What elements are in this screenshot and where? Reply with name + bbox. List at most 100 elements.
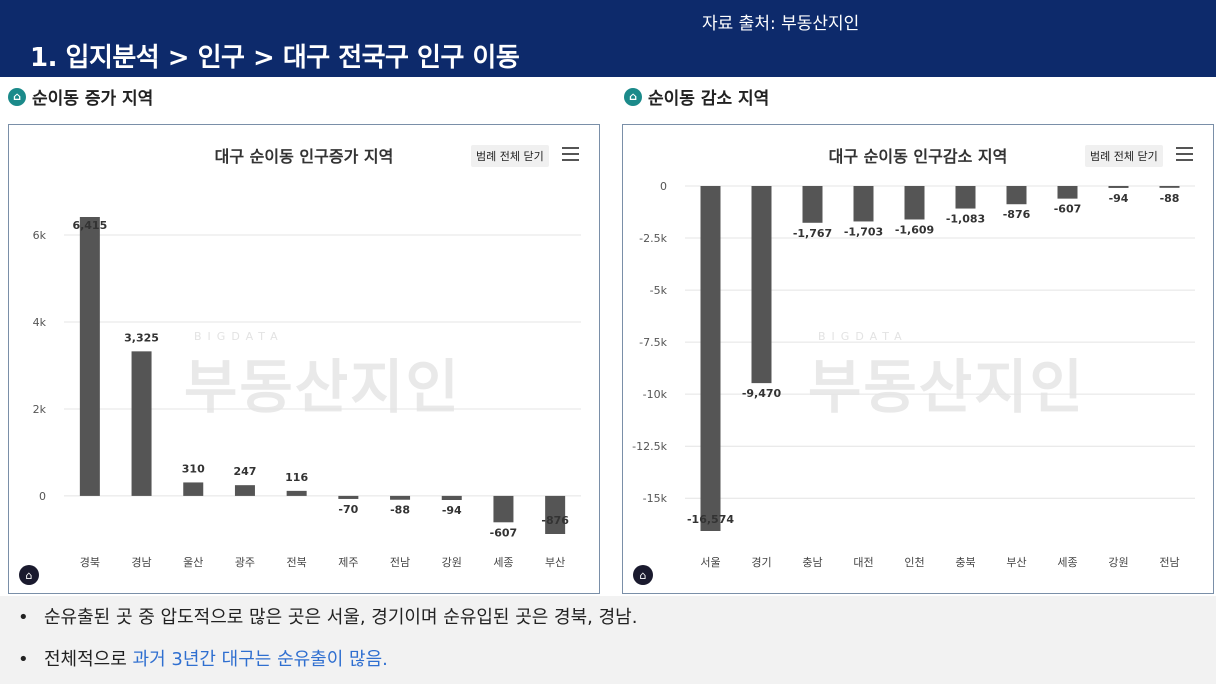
y-tick-label: -15k [643,492,668,505]
watermark: 부동산지인 [808,353,1085,421]
data-label: -9,470 [742,387,782,400]
home-badge-icon: ⌂ [8,87,26,106]
bar[interactable] [390,495,411,500]
bar-chart-decrease: 0 -2.5k -5k -7.5k -10k -12.5k -15k -16,574 서울 -9,… [632,180,1195,569]
bar[interactable] [79,217,100,496]
section-label: 순이동 증가 지역 [32,89,154,109]
hamburger-menu-icon[interactable] [1176,147,1193,161]
bar[interactable] [1057,186,1078,199]
chart-panel-increase: BIGDATA 부동산지인 0 2k 4k 6k 6,415 경북 3,325 경남 310 울산… [8,124,600,594]
data-label: -16,574 [687,513,734,526]
x-tick-label: 전북 [287,556,307,569]
x-tick-label: 충남 [802,556,822,569]
note-item: • 전체적으로 과거 3년간 대구는 순유출이 많음. [18,649,388,670]
chart-title: 대구 순이동 인구증가 지역 [214,147,394,166]
watermark: 부동산지인 [184,353,461,421]
data-label: -94 [442,504,462,517]
x-tick-label: 인천 [904,555,924,569]
bar-chart-increase: 0 2k 4k 6k 6,415 경북 3,325 경남 310 울산 247 광주 116 전북 -70 제… [33,217,581,569]
x-tick-label: 서울 [700,556,720,569]
y-tick-label: -2.5k [639,232,667,245]
data-label: 6,415 [72,219,107,232]
data-label: -1,083 [946,213,985,226]
bar[interactable] [1006,186,1027,205]
chart-panel-decrease: BIGDATA 부동산지인 0 -2.5k -5k -7.5k -10k -12.5k -1… [622,124,1214,594]
x-tick-label: 강원 [442,556,462,569]
x-tick-label: 경남 [131,556,151,569]
y-tick-label: -12.5k [632,440,667,453]
data-label: -607 [1054,203,1082,216]
y-tick-label: 6k [33,229,47,242]
watermark-sub: BIGDATA [194,330,284,343]
bar[interactable] [545,495,566,534]
data-label: -1,703 [844,225,883,238]
section-heading-increase: ⌂ 순이동 증가 지역 [8,84,153,109]
data-label: -94 [1109,192,1129,205]
data-label: -1,767 [793,227,832,240]
y-tick-label: 0 [660,180,667,193]
data-label: -88 [1160,192,1180,205]
data-label: -88 [390,504,410,517]
brand-logo-icon: ⌂ [633,565,653,585]
brand-logo-icon: ⌂ [19,565,39,585]
bar[interactable] [853,186,874,222]
hamburger-menu-icon[interactable] [562,147,579,161]
bar[interactable] [955,186,976,209]
section-heading-decrease: ⌂ 순이동 감소 지역 [624,84,769,109]
x-tick-label: 전남 [1159,556,1179,569]
x-tick-label: 강원 [1108,556,1128,569]
y-tick-label: -7.5k [639,336,667,349]
bar[interactable] [338,495,359,499]
y-tick-label: -10k [643,388,668,401]
page-header: 자료 출처: 부동산지인 1. 입지분석 > 인구 > 대구 전국구 인구 이동 [0,0,1216,77]
page-title: 1. 입지분석 > 인구 > 대구 전국구 인구 이동 [30,43,520,73]
y-tick-label: 4k [33,316,47,329]
x-tick-label: 세종 [493,556,513,569]
bar[interactable] [802,186,823,223]
x-tick-label: 울산 [183,556,203,569]
watermark-sub: BIGDATA [818,330,908,343]
x-tick-label: 세종 [1057,556,1077,569]
bar[interactable] [1108,186,1129,188]
x-tick-label: 제주 [338,556,358,569]
x-tick-label: 충북 [955,556,975,569]
bullet-icon: • [18,607,29,628]
bar[interactable] [131,351,152,496]
notes-area: • 순유출된 곳 중 압도적으로 많은 곳은 서울, 경기이며 순유입된 곳은 경… [0,596,1216,684]
bullet-icon: • [18,649,29,670]
y-tick-label: -5k [650,284,668,297]
note-item: • 순유출된 곳 중 압도적으로 많은 곳은 서울, 경기이며 순유입된 곳은 경… [18,607,638,628]
bar[interactable] [904,186,925,220]
y-tick-label: 0 [39,490,46,503]
data-label: 116 [285,471,308,484]
home-badge-icon: ⌂ [624,87,642,106]
data-label: 247 [233,465,256,478]
bar[interactable] [700,186,721,531]
data-label: 310 [182,462,205,475]
x-tick-label: 광주 [235,556,255,569]
data-label: -1,609 [895,223,934,236]
bar[interactable] [286,490,307,496]
source-text: 자료 출처: 부동산지인 [702,14,860,34]
x-tick-label: 부산 [1006,556,1026,569]
data-label: -876 [541,514,569,527]
legend-toggle-button[interactable]: 범례 전체 닫기 [1085,145,1163,167]
bar[interactable] [183,482,204,496]
x-tick-label: 경북 [80,556,100,569]
chart-title: 대구 순이동 인구감소 지역 [828,147,1008,166]
y-tick-label: 2k [33,403,47,416]
data-label: 3,325 [124,331,159,344]
x-tick-label: 대전 [853,556,873,569]
bar[interactable] [751,186,772,384]
x-tick-label: 전남 [390,556,410,569]
bar[interactable] [1159,186,1180,188]
data-label: -607 [490,526,518,539]
x-tick-label: 경기 [751,556,771,569]
legend-toggle-button[interactable]: 범례 전체 닫기 [471,145,549,167]
bar[interactable] [493,495,514,523]
x-tick-label: 부산 [545,556,565,569]
data-label: -876 [1003,208,1031,221]
bar[interactable] [234,485,255,496]
data-label: -70 [338,503,358,516]
bar[interactable] [441,495,462,500]
